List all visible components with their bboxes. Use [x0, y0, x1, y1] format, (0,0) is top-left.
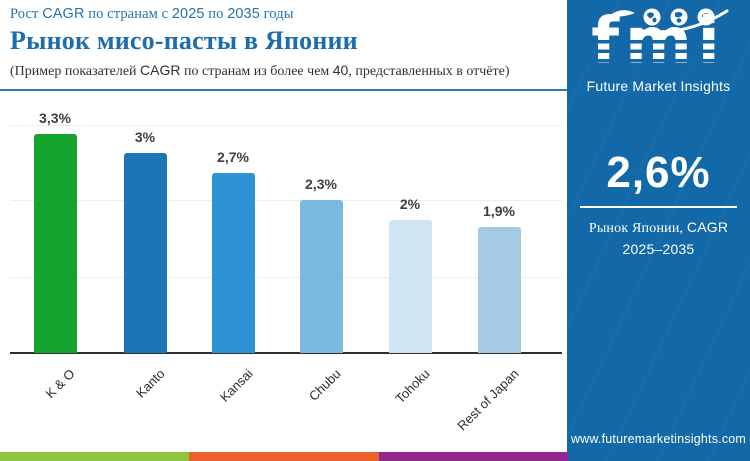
x-axis-label: Kanto: [132, 366, 168, 401]
stat-value: 2,6%: [606, 148, 711, 197]
footer-color-strip: [0, 452, 568, 461]
chart-subtitle: (Пример показателей CAGR по странам из б…: [10, 62, 510, 79]
x-axis: [10, 352, 562, 354]
header-divider: [0, 89, 568, 91]
fmi-logo: fmi Future Market Insights: [579, 4, 739, 96]
bar-kanto: [123, 153, 167, 353]
strip-segment-1: [189, 452, 379, 461]
bar-value-label: 2%: [399, 196, 421, 212]
x-axis-label: Chubu: [305, 366, 344, 404]
strip-segment-0: [0, 452, 190, 461]
bar-value-label: 1,9%: [483, 203, 515, 219]
bar-k-o: [33, 134, 77, 353]
bar-value-label: 3%: [134, 129, 156, 145]
globe-asia-icon: [697, 8, 715, 26]
globe-europe-icon: [670, 8, 688, 26]
bar-rest-of-japan: [477, 227, 521, 353]
chart-eyebrow: Рост CAGR по странам с 2025 по 2035 годы: [10, 6, 294, 22]
bar-value-label: 2,7%: [217, 149, 249, 165]
stat-block: 2,6% Рынок Японии, CAGR 2025–2035: [567, 148, 750, 260]
bar-value-label: 3,3%: [39, 110, 71, 126]
globe-americas-icon: [643, 8, 661, 26]
gridline: [10, 200, 562, 201]
x-axis-label: Rest of Japan: [454, 366, 522, 434]
stat-caption-line1: Рынок Японии, CAGR: [588, 219, 729, 236]
x-axis-label: K & O: [42, 366, 78, 402]
bar-value-label: 2,3%: [305, 176, 337, 192]
gridline: [10, 125, 562, 126]
page-title: Рынок мисо-пасты в Японии: [10, 26, 358, 55]
strip-segment-2: [378, 452, 568, 461]
website-link[interactable]: www.futuremarketinsights.com: [570, 432, 747, 446]
bar-kansai: [211, 173, 255, 353]
x-axis-label: Tohoku: [392, 366, 433, 407]
logo-tagline: Future Market Insights: [586, 78, 731, 94]
fmi-logotype: fmi: [591, 5, 726, 79]
stat-caption-line2: 2025–2035: [622, 241, 695, 258]
bar-chubu: [299, 200, 343, 353]
bar-tohoku: [388, 220, 432, 353]
brand-panel: fmi Future Market Insights 2,6% Рынок Яп…: [567, 0, 750, 461]
x-axis-label: Kansai: [216, 366, 256, 405]
stat-divider: [580, 206, 737, 208]
gridline: [10, 277, 562, 278]
logo-swoosh-icon: [608, 9, 728, 34]
